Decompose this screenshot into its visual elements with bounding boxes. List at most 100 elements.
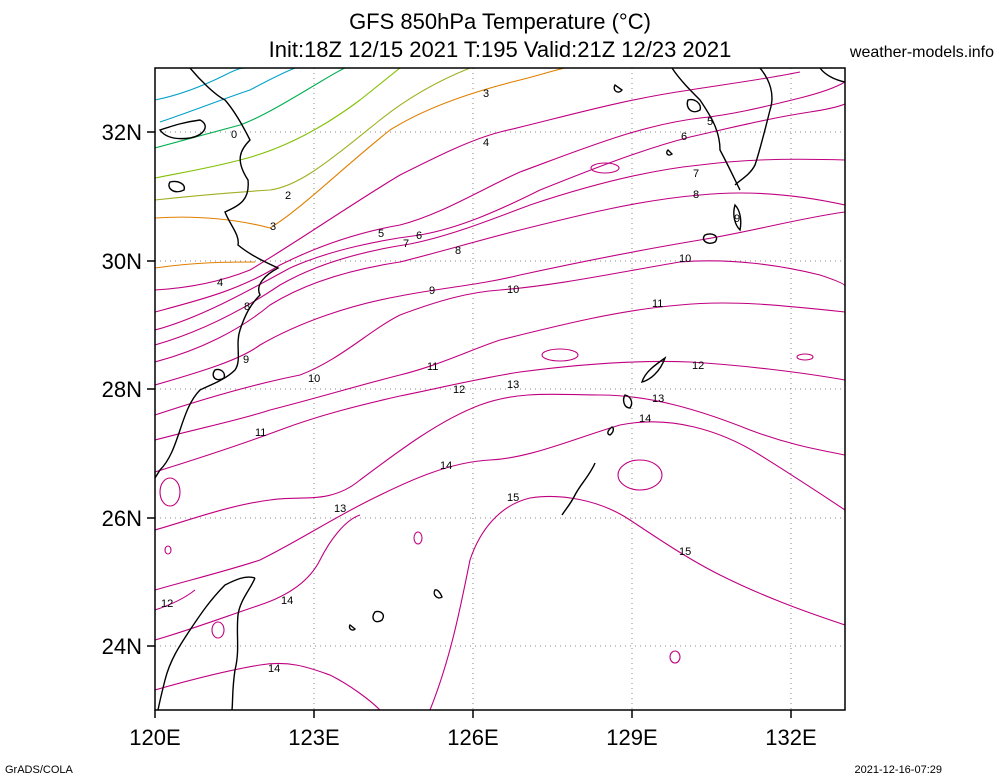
- contour-closed: [617, 459, 663, 491]
- contour-label: 15: [679, 546, 691, 558]
- china-coast: [155, 68, 280, 479]
- island: [433, 589, 443, 599]
- contour-9: [155, 211, 845, 386]
- jeju-coast: [158, 119, 206, 140]
- contour-label: 3: [483, 88, 489, 100]
- coastlines: [155, 68, 845, 710]
- contour-4: [155, 71, 801, 291]
- contour-label: 14: [440, 460, 452, 472]
- contour-label: 15: [507, 492, 519, 504]
- contour-label: 14: [268, 663, 280, 675]
- contour-labels: 0 2 3 3 4 4 5 5 6 6 7 7 8 8 8 9 9 9 10 1…: [161, 88, 740, 675]
- contour-label: 0: [231, 129, 237, 141]
- contour-label: 10: [679, 253, 691, 265]
- korea-coast: [819, 68, 845, 83]
- contour-closed: [541, 348, 579, 362]
- y-tick-label: 28N: [102, 377, 142, 402]
- contour-label: 8: [693, 189, 699, 201]
- contour-label: 14: [281, 595, 293, 607]
- map-title: GFS 850hPa Temperature (°C): [349, 9, 651, 34]
- contour-13b: [155, 589, 196, 611]
- contour-label: 11: [255, 427, 266, 439]
- contour-label: 14: [639, 413, 651, 425]
- island: [607, 426, 614, 436]
- contour-label: 9: [243, 354, 249, 366]
- contour-closed: [669, 650, 681, 664]
- contour-7: [155, 158, 845, 346]
- okinawa-coast: [561, 462, 596, 516]
- contour-label: 12: [692, 360, 704, 372]
- source-label: weather-models.info: [849, 44, 994, 61]
- contour-label: 5: [378, 228, 384, 240]
- y-tick-label: 30N: [102, 249, 142, 274]
- contour-label: 9: [429, 285, 435, 297]
- contour-label: 9: [734, 213, 740, 225]
- contour-14: [155, 421, 845, 591]
- contour-closed: [413, 531, 423, 545]
- y-tick-label: 32N: [102, 120, 142, 145]
- contour-2: [155, 68, 401, 179]
- contour-2b: [155, 68, 471, 201]
- contour-1: [155, 68, 346, 149]
- contour-0: [155, 68, 246, 101]
- contour-label: 4: [483, 137, 489, 149]
- contour-label: 6: [681, 131, 687, 143]
- amami-coast: [640, 356, 667, 383]
- taiwan-coast: [157, 576, 256, 710]
- contour-label: 7: [403, 238, 409, 250]
- contour-13: [155, 393, 845, 531]
- contour-label: 11: [427, 361, 438, 373]
- island: [372, 610, 384, 623]
- contour-3b: [155, 261, 256, 269]
- footer-timestamp: 2021-12-16-07:29: [854, 764, 942, 776]
- contour-0b: [159, 68, 296, 123]
- contour-3: [155, 68, 566, 229]
- contour-5: [155, 81, 845, 313]
- island: [666, 149, 674, 156]
- contour-label: 8: [244, 301, 250, 313]
- contour-label: 7: [693, 168, 699, 180]
- contour-14b: [155, 514, 361, 641]
- contour-label: 3: [270, 221, 276, 233]
- x-tick-label: 132E: [765, 725, 816, 750]
- kyushu-coast: [671, 68, 773, 191]
- contour-11: [155, 302, 845, 441]
- y-tick-label: 26N: [102, 506, 142, 531]
- contour-closed: [211, 621, 225, 639]
- contour-10: [155, 260, 845, 416]
- x-tick-label: 129E: [606, 725, 657, 750]
- grid-lines: [155, 68, 845, 710]
- contour-8: [155, 192, 845, 363]
- x-tick-label: 120E: [129, 725, 180, 750]
- y-tick-label: 24N: [102, 634, 142, 659]
- x-tick-label: 123E: [288, 725, 339, 750]
- island: [733, 203, 742, 232]
- contour-12: [155, 360, 845, 473]
- contour-closed: [164, 545, 172, 555]
- temperature-contours: [155, 68, 845, 710]
- island: [168, 180, 185, 193]
- island: [702, 233, 718, 244]
- contour-15: [429, 495, 845, 710]
- contour-label: 10: [308, 373, 320, 385]
- contour-label: 2: [285, 190, 291, 202]
- contour-label: 11: [652, 298, 663, 310]
- contour-closed: [159, 477, 181, 507]
- contour-label: 12: [161, 598, 173, 610]
- contour-label: 13: [652, 393, 664, 405]
- contour-label: 10: [507, 284, 519, 296]
- island: [622, 394, 633, 409]
- contour-6: [155, 103, 845, 331]
- contour-label: 6: [416, 230, 422, 242]
- contour-closed: [590, 162, 620, 174]
- tick-marks: [147, 131, 792, 718]
- island: [212, 368, 226, 381]
- map-subtitle: Init:18Z 12/15 2021 T:195 Valid:21Z 12/2…: [268, 37, 732, 62]
- x-axis-labels: 120E 123E 126E 129E 132E: [129, 725, 816, 750]
- island: [613, 83, 624, 93]
- y-axis-labels: 32N 30N 28N 26N 24N: [102, 120, 142, 659]
- island: [348, 623, 357, 631]
- contour-label: 5: [707, 116, 713, 128]
- contour-label: 4: [217, 277, 223, 289]
